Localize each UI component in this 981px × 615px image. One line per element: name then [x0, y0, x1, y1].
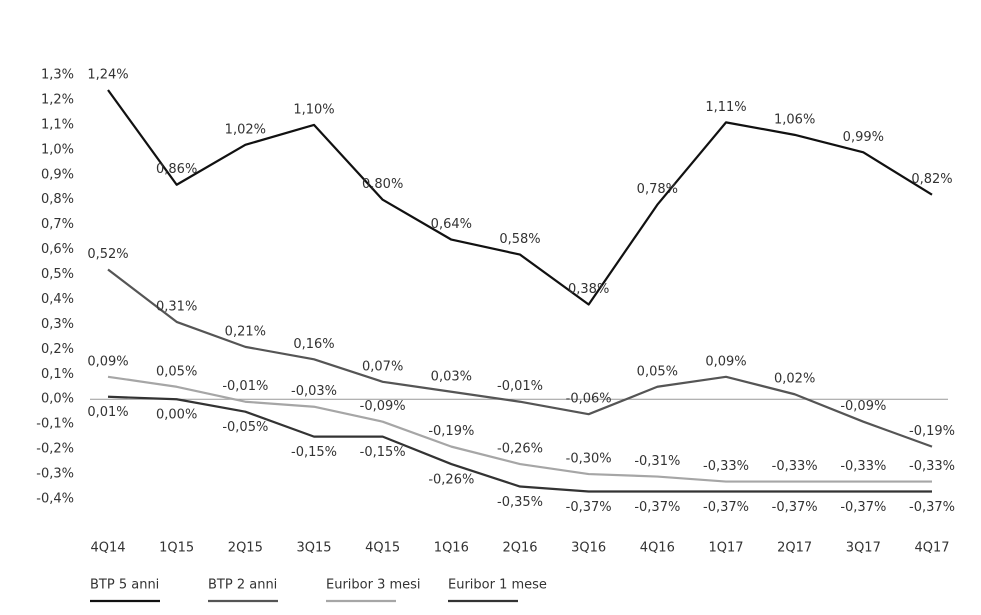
data-label: -0,37% [840, 500, 886, 515]
y-tick-label: 1,2% [41, 92, 74, 107]
x-tick-label: 1Q15 [159, 541, 194, 556]
data-label: 1,10% [293, 102, 334, 117]
data-label: 0,38% [568, 282, 609, 297]
data-label: 0,86% [156, 162, 197, 177]
y-tick-label: -0,4% [36, 492, 74, 507]
x-tick-label: 1Q16 [434, 541, 469, 556]
y-tick-label: -0,3% [36, 467, 74, 482]
x-tick-label: 4Q16 [640, 541, 675, 556]
data-label: 1,11% [705, 100, 746, 115]
data-label: 1,06% [774, 112, 815, 127]
y-tick-label: 0,3% [41, 317, 74, 332]
data-label: -0,15% [360, 445, 406, 460]
y-tick-label: 0,4% [41, 292, 74, 307]
y-tick-label: 1,1% [41, 117, 74, 132]
data-label: 0,05% [637, 364, 678, 379]
y-tick-label: 0,7% [41, 217, 74, 232]
data-label: 0,31% [156, 299, 197, 314]
y-tick-label: 0,8% [41, 192, 74, 207]
y-tick-label: 0,6% [41, 242, 74, 257]
x-tick-label: 2Q17 [777, 541, 812, 556]
legend-label: Euribor 1 mese [448, 578, 547, 593]
data-label: 1,02% [225, 122, 266, 137]
data-label: -0,03% [291, 384, 337, 399]
data-label: -0,26% [497, 442, 543, 457]
data-label: -0,33% [909, 459, 955, 474]
x-tick-label: 2Q16 [502, 541, 537, 556]
x-tick-label: 2Q15 [228, 541, 263, 556]
y-tick-label: -0,2% [36, 442, 74, 457]
data-label: 0,09% [705, 354, 746, 369]
legend-label: Euribor 3 mesi [326, 578, 421, 593]
legend-label: BTP 5 anni [90, 578, 159, 593]
y-tick-label: 0,0% [41, 392, 74, 407]
data-label: -0,37% [909, 500, 955, 515]
data-label: 0,64% [431, 217, 472, 232]
legend-label: BTP 2 anni [208, 578, 277, 593]
y-tick-label: 1,3% [41, 68, 74, 83]
data-label: -0,01% [222, 379, 268, 394]
data-label: 0,21% [225, 324, 266, 339]
x-tick-label: 3Q17 [846, 541, 881, 556]
x-tick-label: 3Q15 [296, 541, 331, 556]
data-label: -0,09% [360, 399, 406, 414]
x-tick-label: 4Q17 [914, 541, 949, 556]
data-label: 0,00% [156, 408, 197, 423]
data-label: 0,52% [87, 247, 128, 262]
data-label: 0,03% [431, 369, 472, 384]
y-tick-label: 1,0% [41, 142, 74, 157]
x-tick-label: 4Q14 [90, 541, 125, 556]
data-label: 0,05% [156, 364, 197, 379]
y-tick-label: 0,2% [41, 342, 74, 357]
data-label: -0,33% [772, 459, 818, 474]
data-label: 0,07% [362, 359, 403, 374]
data-label: -0,05% [222, 420, 268, 435]
x-tick-label: 3Q16 [571, 541, 606, 556]
data-label: 0,80% [362, 177, 403, 192]
data-label: 0,02% [774, 372, 815, 387]
series-line [107, 375, 932, 483]
y-tick-label: 0,1% [41, 367, 74, 382]
data-label: -0,30% [566, 452, 612, 467]
y-tick-label: 0,5% [41, 267, 74, 282]
data-label: 1,24% [87, 67, 128, 82]
data-label: 0,09% [87, 354, 128, 369]
data-label: -0,33% [703, 459, 749, 474]
data-label: -0,37% [566, 500, 612, 515]
data-label: -0,19% [909, 424, 955, 439]
data-label: 0,01% [87, 405, 128, 420]
y-tick-label: -0,1% [36, 417, 74, 432]
data-label: 0,82% [911, 172, 952, 187]
data-label: -0,37% [634, 500, 680, 515]
series-line [107, 89, 933, 306]
data-label: -0,37% [703, 500, 749, 515]
data-label: -0,06% [566, 392, 612, 407]
data-label: -0,09% [840, 399, 886, 414]
data-label: 0,99% [843, 130, 884, 145]
y-tick-label: 0,9% [41, 167, 74, 182]
data-label: -0,35% [497, 495, 543, 510]
x-tick-label: 1Q17 [708, 541, 743, 556]
x-tick-label: 4Q15 [365, 541, 400, 556]
series-line [107, 395, 932, 493]
data-label: 0,58% [499, 232, 540, 247]
data-label: -0,01% [497, 379, 543, 394]
series-line [107, 268, 933, 448]
data-label: -0,15% [291, 445, 337, 460]
data-label: -0,37% [772, 500, 818, 515]
data-label: -0,26% [428, 473, 474, 488]
data-label: 0,16% [293, 337, 334, 352]
data-label: -0,19% [428, 424, 474, 439]
data-label: -0,31% [634, 454, 680, 469]
data-label: 0,78% [637, 182, 678, 197]
data-label: -0,33% [840, 459, 886, 474]
